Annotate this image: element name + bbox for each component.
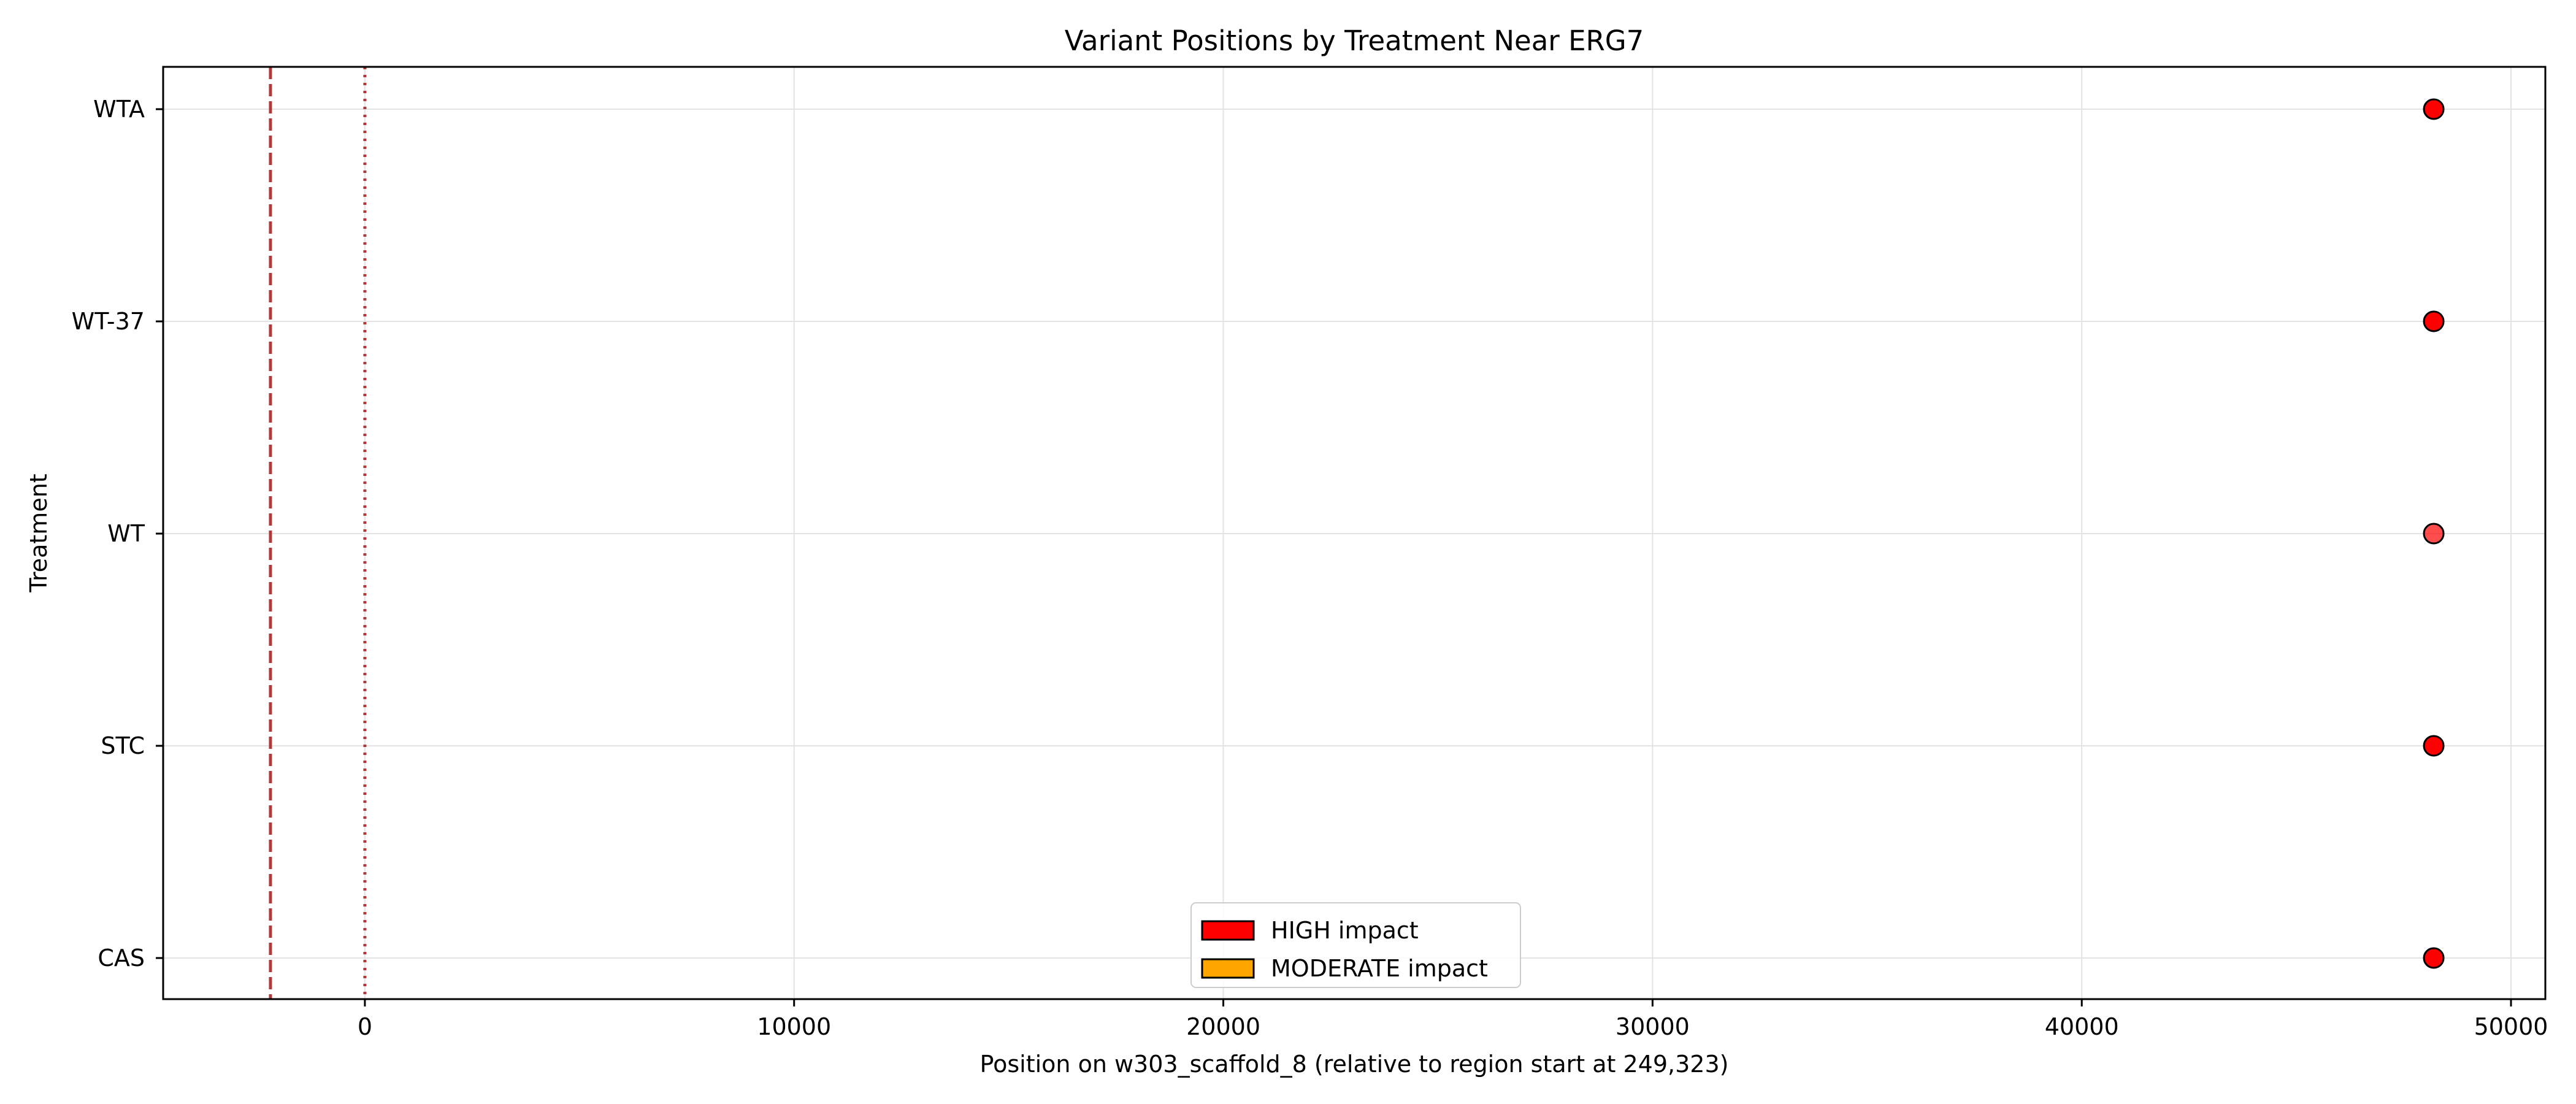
- data-point: [2423, 947, 2445, 969]
- y-axis-label: Treatment: [25, 473, 52, 592]
- y-tick-label: WTA: [93, 96, 145, 123]
- data-point: [2423, 98, 2445, 120]
- chart-title: Variant Positions by Treatment Near ERG7: [1065, 25, 1644, 57]
- data-point: [2423, 523, 2445, 545]
- y-axis-ticks: CAS STC WT WT-37 WTA: [72, 96, 163, 972]
- grid: [163, 67, 2545, 999]
- reference-lines: [269, 67, 367, 999]
- y-tick-label: CAS: [98, 945, 145, 972]
- x-axis-ticks: 0 10000 20000 30000 40000 50000: [358, 999, 2548, 1040]
- legend-swatch: [1201, 920, 1255, 941]
- legend-label: HIGH impact: [1271, 917, 1419, 944]
- legend: HIGH impact MODERATE impact: [1190, 902, 1521, 988]
- data-point: [2423, 735, 2445, 757]
- x-tick-label: 40000: [2045, 1013, 2119, 1040]
- legend-box: [1190, 902, 1521, 988]
- data-points: [2423, 98, 2445, 969]
- x-axis-label: Position on w303_scaffold_8 (relative to…: [980, 1051, 1729, 1078]
- x-tick-label: 50000: [2474, 1013, 2548, 1040]
- legend-label: MODERATE impact: [1271, 955, 1488, 982]
- y-tick-label: WT: [107, 520, 145, 547]
- legend-swatch: [1201, 958, 1255, 979]
- y-tick-label: STC: [101, 732, 145, 759]
- x-tick-label: 10000: [757, 1013, 831, 1040]
- x-tick-label: 20000: [1186, 1013, 1260, 1040]
- y-tick-label: WT-37: [72, 308, 145, 335]
- data-point: [2423, 310, 2445, 332]
- x-tick-label: 0: [358, 1013, 372, 1040]
- x-tick-label: 30000: [1616, 1013, 1690, 1040]
